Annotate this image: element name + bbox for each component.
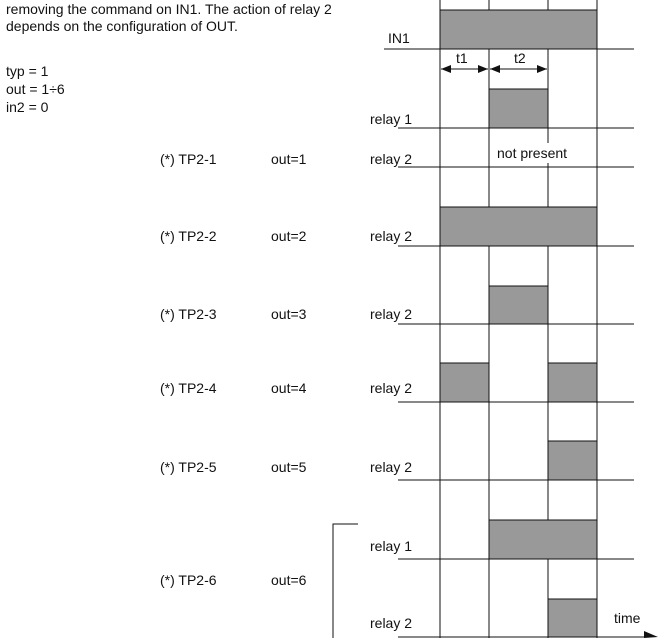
- row-5-pulse-2: [547, 362, 598, 403]
- param-in2: in2 = 0: [6, 99, 49, 115]
- row-4-label: relay 2: [370, 306, 412, 322]
- not-present-backdrop: [491, 143, 596, 163]
- in1-pulse: [439, 9, 598, 50]
- in1-label: IN1: [388, 30, 410, 46]
- row-5-pulse-1: [439, 362, 490, 403]
- param-typ: typ = 1: [6, 63, 49, 79]
- t2-label: t2: [514, 50, 526, 66]
- intro-line-1: removing the command on IN1. The action …: [6, 1, 332, 17]
- mode-5-out: out=5: [271, 459, 307, 475]
- mode-4-out: out=4: [271, 380, 307, 396]
- not-present-note: not present: [497, 145, 567, 161]
- t1-arrow: [441, 65, 488, 73]
- row-1-label: relay 1: [370, 111, 412, 127]
- row-5-label: relay 2: [370, 380, 412, 396]
- row-8-pulse: [547, 598, 598, 638]
- row-7-label: relay 1: [370, 538, 412, 554]
- mode-3-code: (*) TP2-3: [160, 306, 217, 322]
- row-4-pulse: [488, 285, 549, 325]
- row-8-label: relay 2: [370, 615, 412, 631]
- mode-2-code: (*) TP2-2: [160, 228, 217, 244]
- mode-2-out: out=2: [271, 228, 307, 244]
- row-6-label: relay 2: [370, 459, 412, 475]
- param-out: out = 1÷6: [6, 81, 65, 97]
- intro-line-2: depends on the configuration of OUT.: [6, 18, 238, 34]
- time-axis-arrow: [398, 631, 658, 638]
- t2-arrow: [490, 65, 547, 73]
- mode-4-code: (*) TP2-4: [160, 380, 217, 396]
- row-2-label: relay 2: [370, 151, 412, 167]
- mode-6-code: (*) TP2-6: [160, 572, 217, 588]
- row-1-pulse: [488, 88, 549, 129]
- mode-5-code: (*) TP2-5: [160, 459, 217, 475]
- tp2-6-bracket: [332, 523, 358, 638]
- row-7-pulse: [488, 519, 598, 560]
- mode-3-out: out=3: [271, 306, 307, 322]
- mode-6-out: out=6: [271, 572, 307, 588]
- row-3-label: relay 2: [370, 228, 412, 244]
- mode-1-code: (*) TP2-1: [160, 151, 217, 167]
- t1-label: t1: [456, 50, 468, 66]
- row-6-pulse: [547, 440, 598, 481]
- row-3-pulse: [439, 206, 598, 247]
- mode-1-out: out=1: [271, 151, 307, 167]
- time-label: time: [614, 610, 641, 626]
